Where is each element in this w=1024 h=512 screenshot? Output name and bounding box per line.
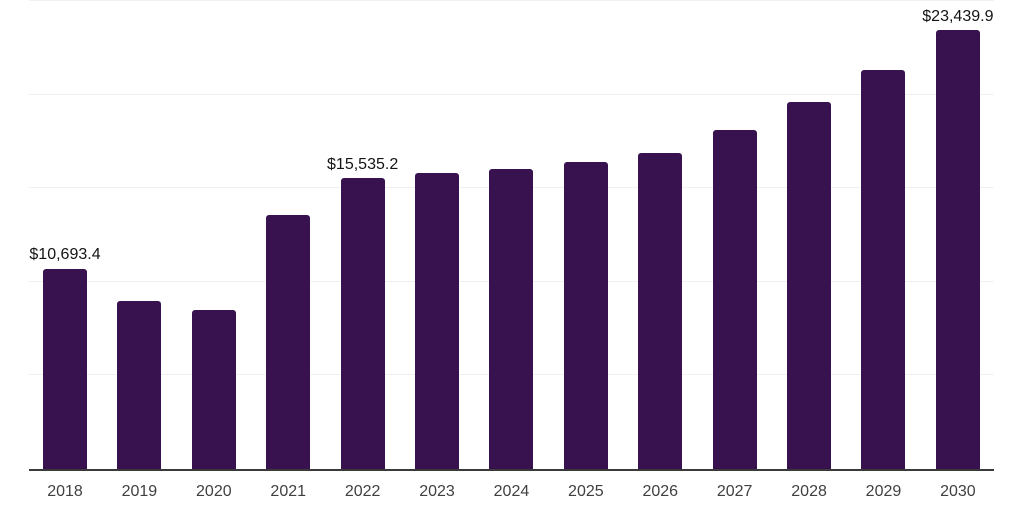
bar-column-2027 bbox=[712, 129, 757, 469]
x-tick-label-2021: 2021 bbox=[270, 483, 307, 500]
x-axis-labels: 2018 2019 2020 2021 2022 2023 2024 2025 2026 2027… bbox=[29, 471, 994, 501]
x-tick-label-2019: 2019 bbox=[121, 483, 158, 500]
bar-value-label-2022: $15,535.2 bbox=[327, 155, 399, 173]
bar-2020 bbox=[191, 310, 236, 469]
bar-column-2028 bbox=[787, 102, 832, 469]
x-tick-label-2029: 2029 bbox=[865, 483, 902, 500]
bar-2021 bbox=[266, 214, 311, 469]
bar-2027 bbox=[712, 129, 757, 469]
bar-2018 bbox=[43, 268, 87, 469]
bar-column-2025 bbox=[563, 161, 608, 469]
x-tick-label-2026: 2026 bbox=[642, 483, 679, 500]
bar-2022 bbox=[340, 178, 385, 469]
gridline-20000 bbox=[29, 93, 994, 95]
x-tick-label-2025: 2025 bbox=[568, 483, 604, 500]
bar-2030 bbox=[935, 30, 980, 469]
x-tick-label-2028: 2028 bbox=[791, 483, 827, 500]
bar-column-2022: $15,535.2 bbox=[327, 156, 398, 469]
x-tick-label-2030: 2030 bbox=[940, 483, 976, 500]
bar-column-2019 bbox=[117, 301, 162, 469]
bar-column-2018: $10,693.4 bbox=[29, 246, 101, 469]
bar-column-2030: $23,439.9 bbox=[922, 8, 993, 469]
bar-column-2024 bbox=[489, 168, 534, 469]
plot-area: $10,693.4 $15,535.2 $23,439.9 bbox=[29, 0, 994, 469]
x-tick-label-2024: 2024 bbox=[493, 483, 530, 500]
x-tick-label-2027: 2027 bbox=[716, 483, 753, 500]
bar-column-2020 bbox=[191, 310, 236, 469]
bars-row: $10,693.4 $15,535.2 $23,439.9 bbox=[29, 1, 994, 469]
bar-2025 bbox=[563, 161, 608, 469]
gridline-25000 bbox=[29, 0, 994, 1]
bar-value-label-2018: $10,693.4 bbox=[29, 246, 101, 264]
bar-value-label-2030: $23,439.9 bbox=[922, 7, 994, 25]
bar-2019 bbox=[117, 301, 162, 469]
x-tick-label-2018: 2018 bbox=[47, 483, 83, 500]
x-axis-line bbox=[29, 469, 994, 471]
bar-column-2029 bbox=[861, 69, 906, 469]
bar-2029 bbox=[861, 69, 906, 469]
x-tick-label-2020: 2020 bbox=[196, 483, 232, 500]
bar-2026 bbox=[638, 152, 683, 469]
x-tick-label-2022: 2022 bbox=[344, 483, 381, 500]
bar-column-2023 bbox=[415, 172, 460, 469]
bar-2028 bbox=[787, 102, 832, 469]
bar-column-2021 bbox=[266, 214, 311, 469]
bar-2023 bbox=[415, 172, 460, 469]
bar-column-2026 bbox=[638, 152, 683, 469]
x-tick-label-2023: 2023 bbox=[419, 483, 455, 500]
bar-2024 bbox=[489, 168, 534, 469]
